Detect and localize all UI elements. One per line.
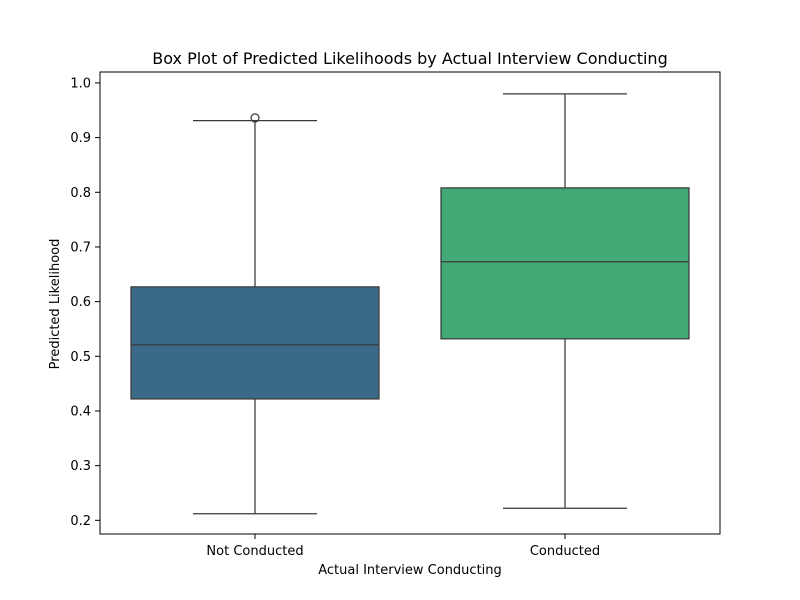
x-axis-label: Actual Interview Conducting bbox=[318, 563, 502, 578]
outlier-point bbox=[250, 113, 260, 123]
y-tick-label: 1.0 bbox=[70, 76, 91, 91]
x-tick-label: Not Conducted bbox=[206, 544, 303, 559]
plot-area: 0.2 0.3 0.4 0.5 0.6 0.7 0.8 0.9 1.0 Not Conducted… bbox=[70, 71, 721, 559]
box-iqr bbox=[130, 286, 380, 400]
y-axis-label: Predicted Likelihood bbox=[48, 239, 63, 370]
y-tick-label: 0.6 bbox=[70, 295, 91, 310]
box-iqr bbox=[440, 187, 690, 340]
box-group bbox=[130, 113, 380, 515]
y-tick-label: 0.2 bbox=[70, 514, 91, 529]
y-tick-label: 0.3 bbox=[70, 459, 91, 474]
y-tick-label: 0.4 bbox=[70, 404, 91, 419]
y-tick-label: 0.5 bbox=[70, 350, 91, 365]
y-tick-label: 0.9 bbox=[70, 131, 91, 146]
x-tick-label: Conducted bbox=[530, 544, 600, 559]
box-group bbox=[440, 93, 690, 509]
chart-title: Box Plot of Predicted Likelihoods by Act… bbox=[152, 49, 667, 68]
plot-frame bbox=[99, 71, 721, 535]
y-tick-label: 0.8 bbox=[70, 186, 91, 201]
y-tick-label: 0.7 bbox=[70, 240, 91, 255]
